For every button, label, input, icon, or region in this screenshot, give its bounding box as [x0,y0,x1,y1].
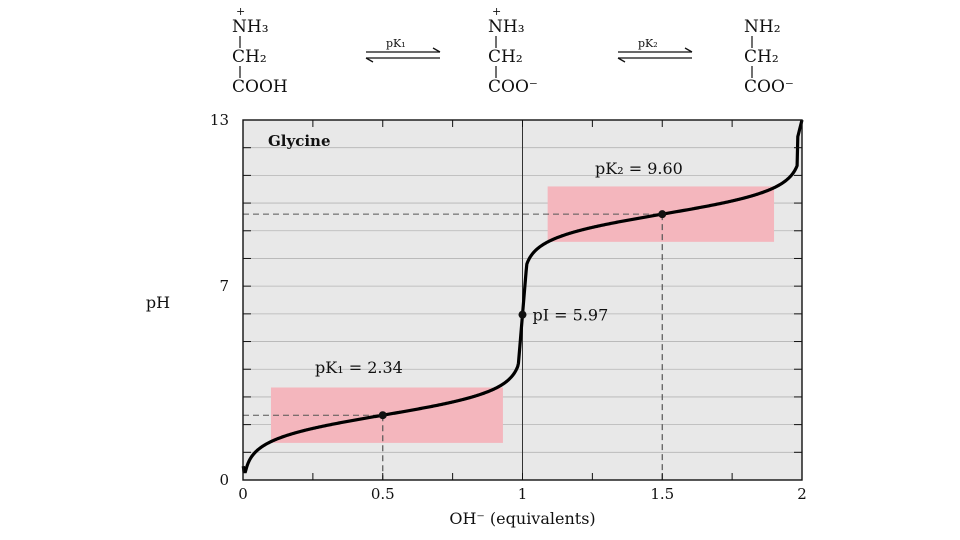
equilibrium-arrow-1: pK₁ [365,37,441,63]
species-line2: CH₂ [744,47,779,67]
reaction-scheme: + NH₃ CH₂ COOH pK₁ + NH₃ CH₂ COO⁻ pK₂ [232,5,794,97]
species-anionic: NH₂ CH₂ COO⁻ [744,17,794,97]
species-line1: NH₃ [488,17,525,37]
species-line1: NH₂ [744,17,781,37]
point-pI [518,310,527,319]
titration-plot: Glycine pK₁ = 2.34 pI = 5.97 pK₂ = 9.60 … [146,111,807,528]
axis-ticks [242,119,803,481]
chart-title: Glycine [268,132,331,150]
species-line3: COO⁻ [488,77,538,97]
y-tick-label: 0 [219,471,229,489]
equilibrium-label: pK₂ [638,37,658,50]
species-line2: CH₂ [232,47,267,67]
y-axis-label: pH [146,293,170,312]
charge-plus: + [236,5,245,18]
point-pK2 [658,210,667,219]
x-tick-label: 1 [518,485,528,503]
species-cationic: + NH₃ CH₂ COOH [232,5,288,97]
y-tick-label: 7 [219,277,229,295]
x-tick-label: 0.5 [371,485,395,503]
equilibrium-arrow-2: pK₂ [617,37,693,63]
species-line2: CH₂ [488,47,523,67]
reference-dashes [243,213,663,480]
x-axis-label: OH⁻ (equivalents) [449,509,595,528]
annotation-pK1: pK₁ = 2.34 [315,358,403,377]
species-line3: COOH [232,77,288,97]
species-zwitterion: + NH₃ CH₂ COO⁻ [488,5,538,97]
x-tick-label: 1.5 [650,485,674,503]
annotation-pI: pI = 5.97 [533,306,609,325]
species-line1: NH₃ [232,17,269,37]
point-pK1 [378,411,387,420]
annotation-pK2: pK₂ = 9.60 [595,159,683,178]
charge-plus: + [492,5,501,18]
equilibrium-label: pK₁ [386,37,406,50]
x-tick-label: 0 [238,485,248,503]
species-line3: COO⁻ [744,77,794,97]
y-tick-label: 13 [210,111,229,129]
x-tick-label: 2 [797,485,807,503]
